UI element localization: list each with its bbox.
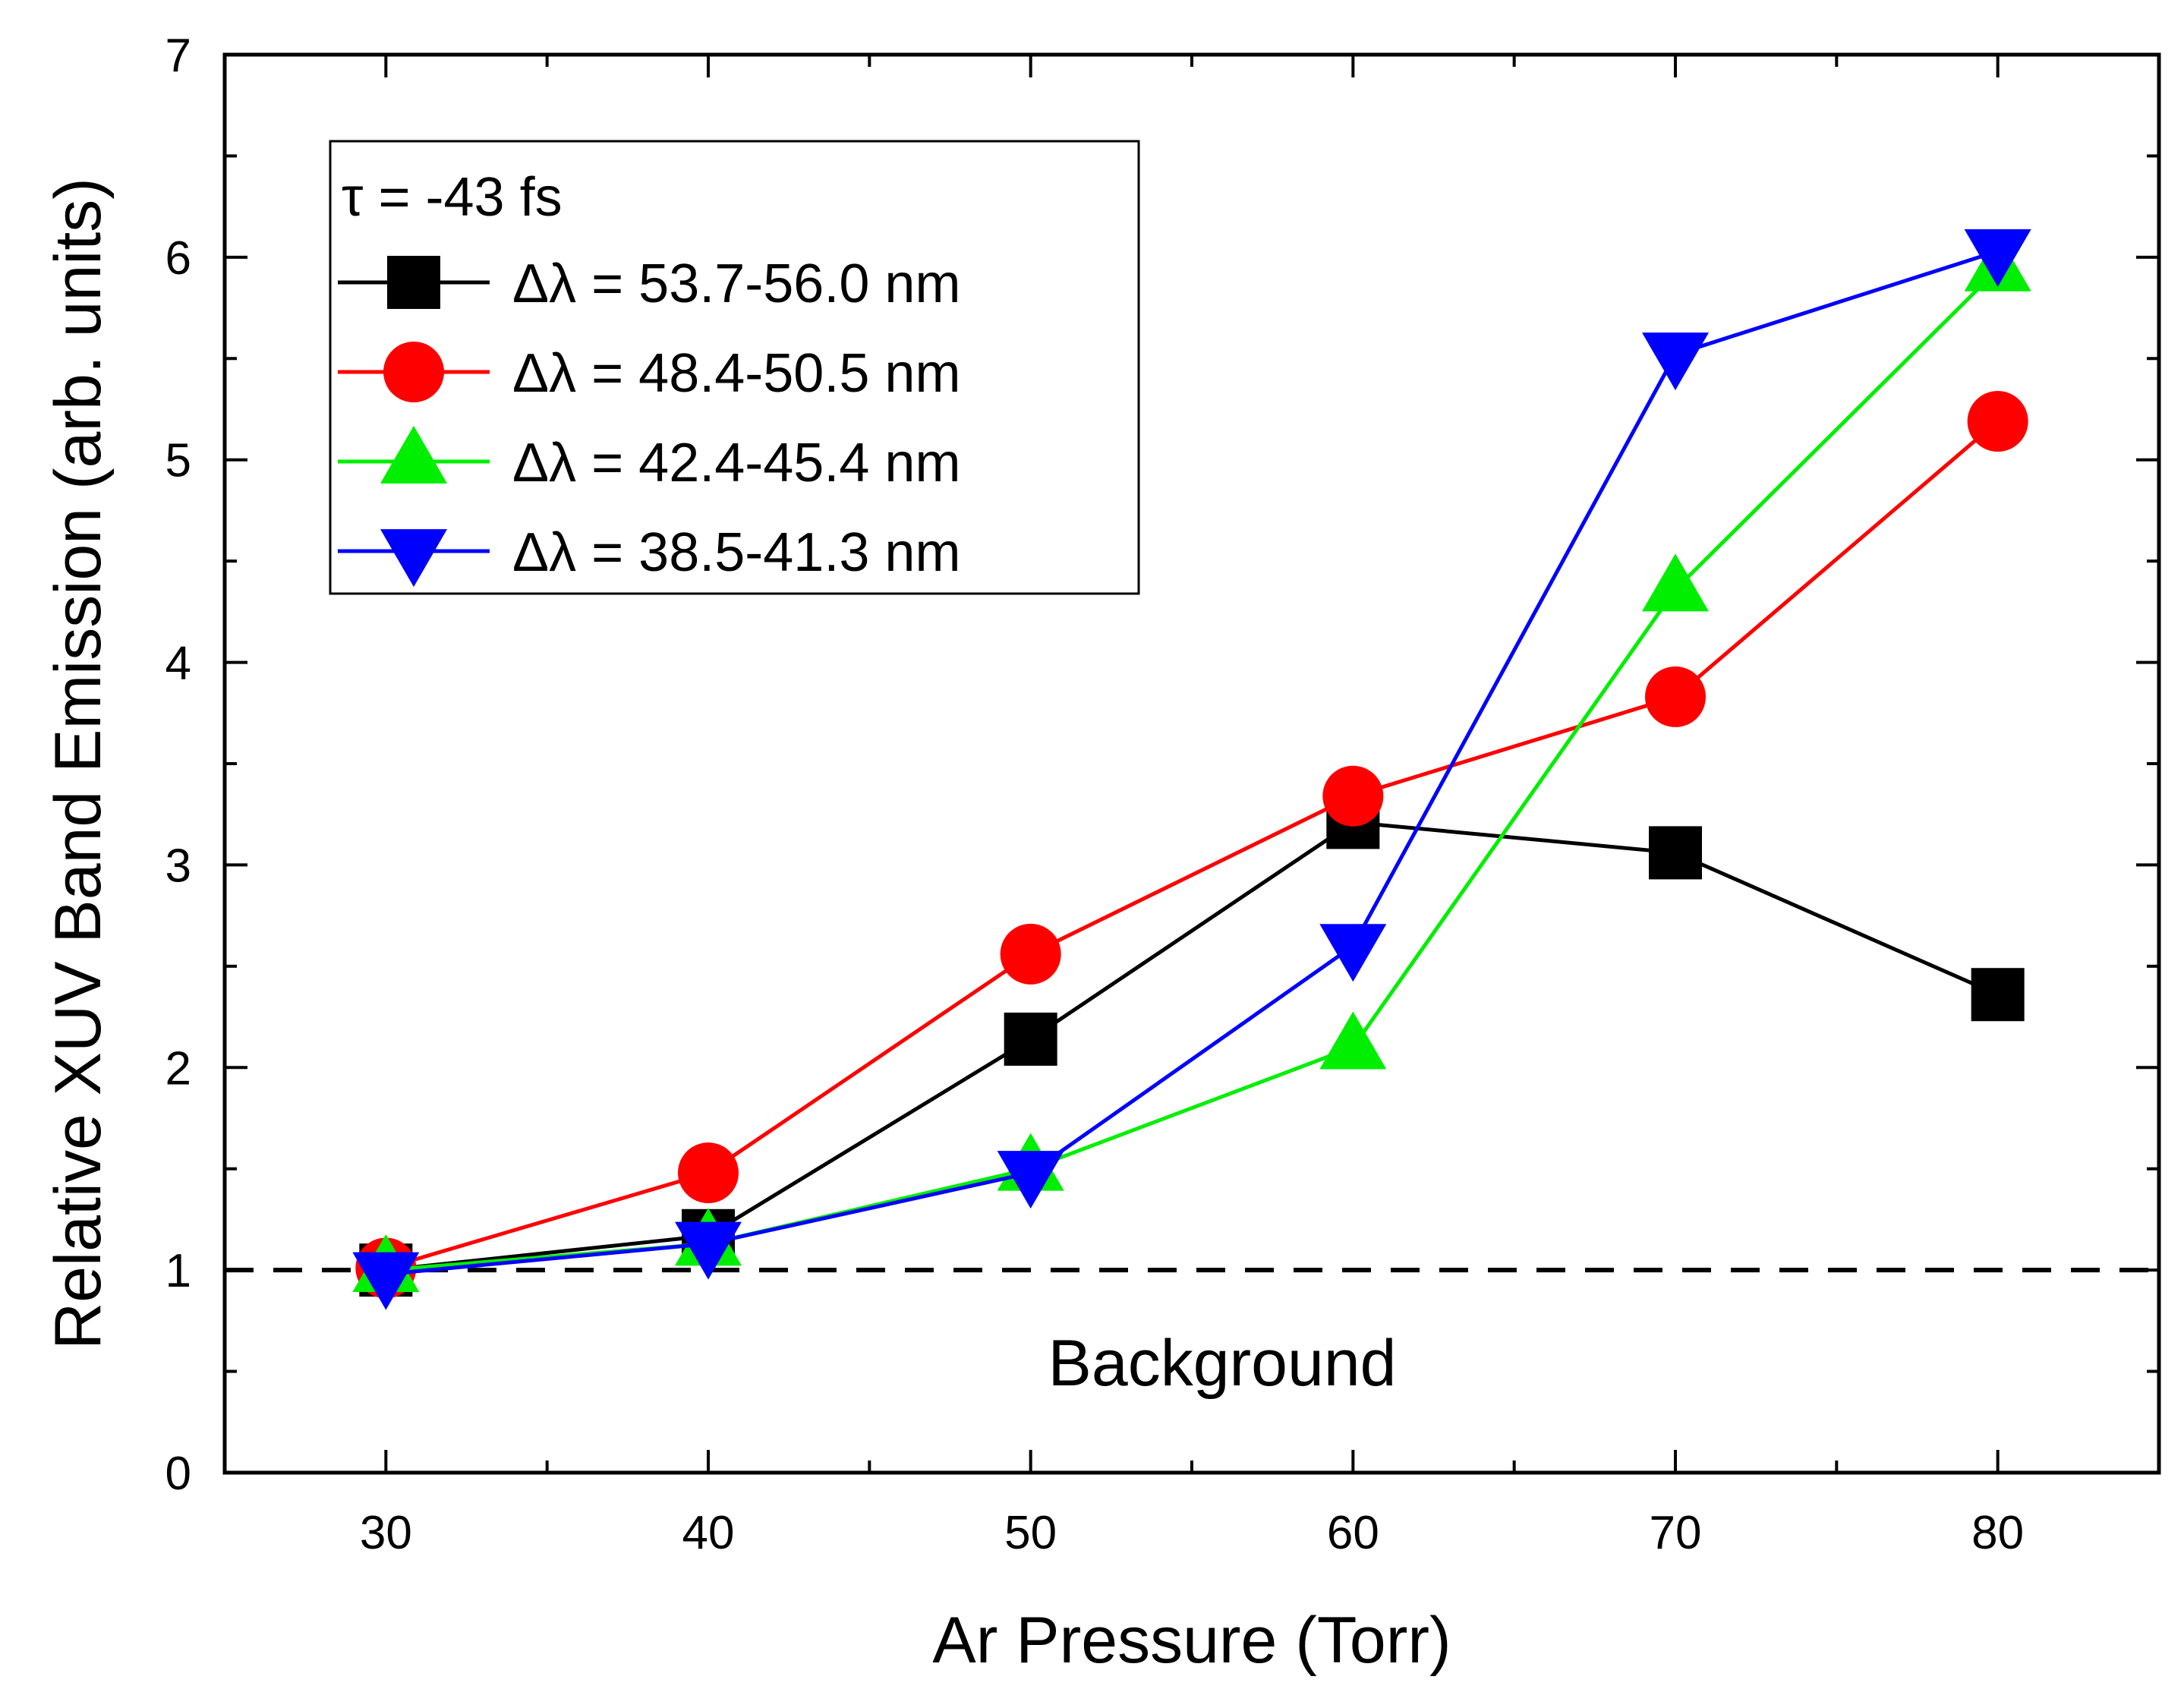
data-point [1642,332,1709,391]
legend-marker [387,256,440,309]
y-axis-title: Relative XUV Band Emission (arb. units) [42,178,115,1350]
data-point [1319,1011,1387,1070]
legend-title: τ = -43 fs [342,167,563,228]
y-tick-label: 2 [165,1042,191,1095]
legend-label: Δλ = 53.7-56.0 nm [512,254,960,314]
legend-entry: Δλ = 53.7-56.0 nm [338,254,960,314]
legend-marker [380,425,447,484]
data-point [1000,923,1061,985]
data-point [1642,553,1709,612]
series-line [386,249,1999,1276]
series-line [385,420,2000,1270]
y-tick-label: 1 [165,1245,191,1297]
legend-entry: Δλ = 42.4-45.4 nm [338,425,960,493]
y-tick-label: 5 [165,435,191,487]
series-0 [359,796,2025,1297]
data-point [1971,968,2025,1022]
legend-label: Δλ = 42.4-45.4 nm [512,433,960,493]
legend-entries: Δλ = 53.7-56.0 nm Δλ = 48.4-50.5 nm Δλ = 4… [338,254,960,588]
legend-marker [380,529,447,588]
x-tick-label: 60 [1327,1507,1379,1559]
series-3 [352,228,2031,1310]
plot-area [225,228,2159,1310]
legend-entry: Δλ = 38.5-41.3 nm [338,522,960,588]
y-tick-label: 7 [165,30,191,82]
data-point [1649,826,1702,880]
legend-marker [383,342,444,402]
axes: 30 40 50 60 70 80 0 1 2 3 4 5 6 7 [165,30,2159,1559]
y-tick-label: 3 [165,840,191,892]
x-axis-title: Ar Pressure (Torr) [932,1604,1451,1677]
data-point [1322,765,1384,827]
x-tick-label: 30 [360,1507,412,1559]
data-point [352,1252,420,1310]
data-point [1645,666,1706,727]
x-tick-label: 40 [682,1507,735,1559]
legend-label: Δλ = 38.5-41.3 nm [512,522,960,583]
reference-label: Background [1048,1327,1397,1400]
series-line [386,820,1999,1272]
y-tick-label: 0 [165,1448,191,1500]
x-tick-label: 50 [1004,1507,1057,1559]
data-point [675,1221,742,1280]
legend: τ = -43 fs Δλ = 53.7-56.0 nm Δλ = 48.4-50… [329,140,1140,595]
legend-entry: Δλ = 48.4-50.5 nm [338,342,960,404]
y-tick-label: 6 [165,232,191,285]
x-tick-label: 70 [1650,1507,1702,1559]
data-point [997,1151,1064,1209]
legend-box [329,140,1140,595]
data-point [1004,1012,1057,1066]
data-point [1319,924,1387,982]
data-point [678,1142,739,1204]
x-tick-label: 80 [1971,1507,2024,1559]
legend-label: Δλ = 48.4-50.5 nm [512,343,960,404]
y-tick-label: 4 [165,638,191,690]
data-point [1967,391,2028,452]
data-point [1964,228,2031,287]
